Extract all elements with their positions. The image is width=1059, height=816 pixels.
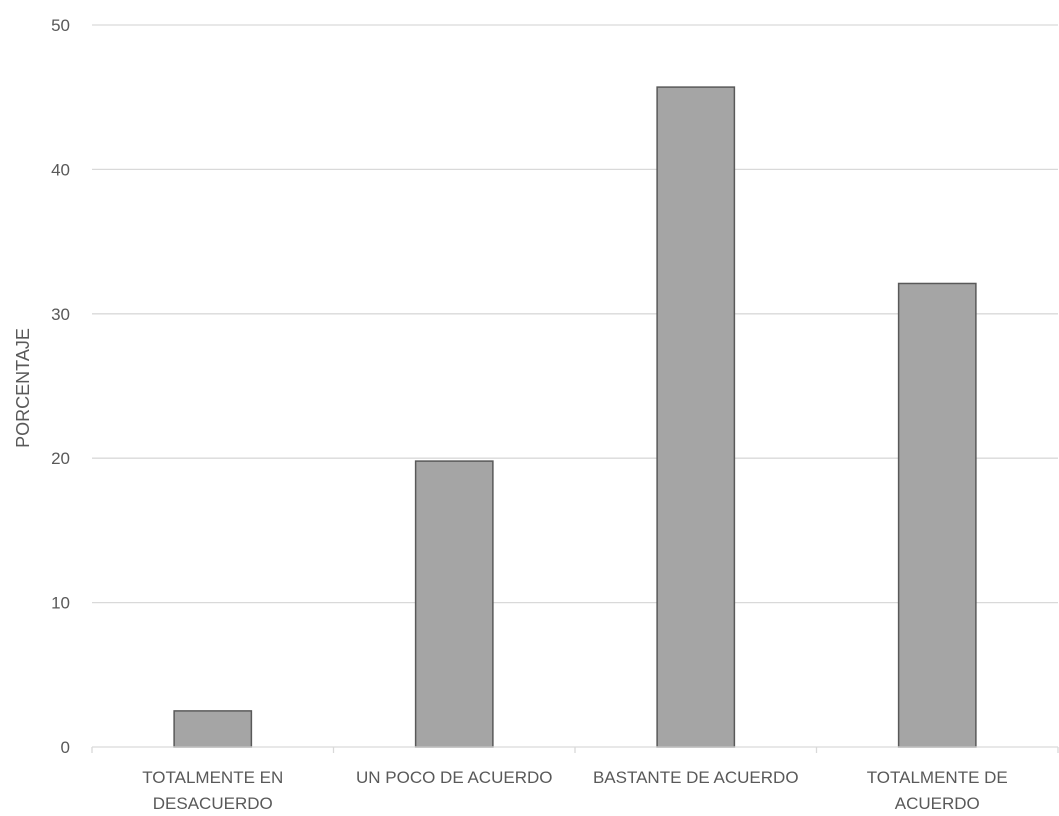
- y-tick-label: 10: [51, 594, 70, 613]
- y-tick-label: 30: [51, 305, 70, 324]
- x-tick-label: TOTALMENTE DE ACUERDO: [867, 768, 1008, 813]
- y-tick-label: 40: [51, 160, 70, 179]
- bar: [897, 282, 977, 748]
- bar: [173, 710, 253, 748]
- y-axis-title: PORCENTAJE: [13, 328, 33, 448]
- x-axis-labels: TOTALMENTE EN DESACUERDO UN POCO DE ACUERD…: [142, 768, 1008, 813]
- x-tick-label: TOTALMENTE EN DESACUERDO: [142, 768, 283, 813]
- bar: [414, 460, 494, 748]
- y-tick-label: 20: [51, 449, 70, 468]
- bar: [656, 86, 736, 748]
- y-tick-label: 50: [51, 16, 70, 35]
- gridlines: [92, 24, 1058, 604]
- x-axis: [91, 746, 1059, 753]
- x-tick-label: UN POCO DE ACUERDO: [356, 768, 552, 787]
- bars: [173, 86, 977, 748]
- x-tick-label: BASTANTE DE ACUERDO: [593, 768, 799, 787]
- y-axis-ticks: 0 10 20 30 40 50: [51, 16, 70, 757]
- y-tick-label: 0: [61, 738, 70, 757]
